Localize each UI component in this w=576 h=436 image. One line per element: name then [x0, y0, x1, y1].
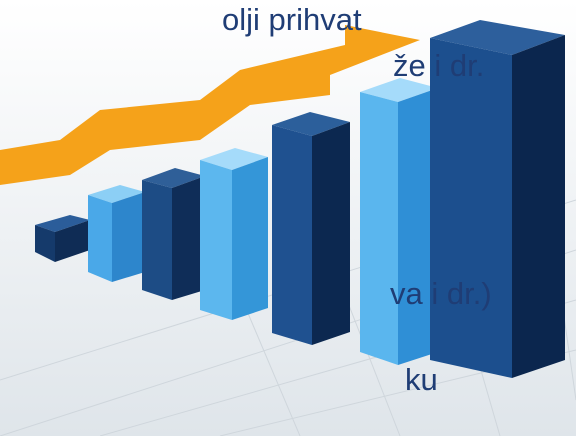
text-line: ku: [405, 362, 438, 397]
arrow: [0, 25, 420, 185]
text-line: va i dr.): [390, 276, 492, 311]
text-line: olji prihvat: [222, 2, 362, 37]
text-line: že i dr.: [393, 48, 485, 83]
bars: [35, 20, 565, 378]
